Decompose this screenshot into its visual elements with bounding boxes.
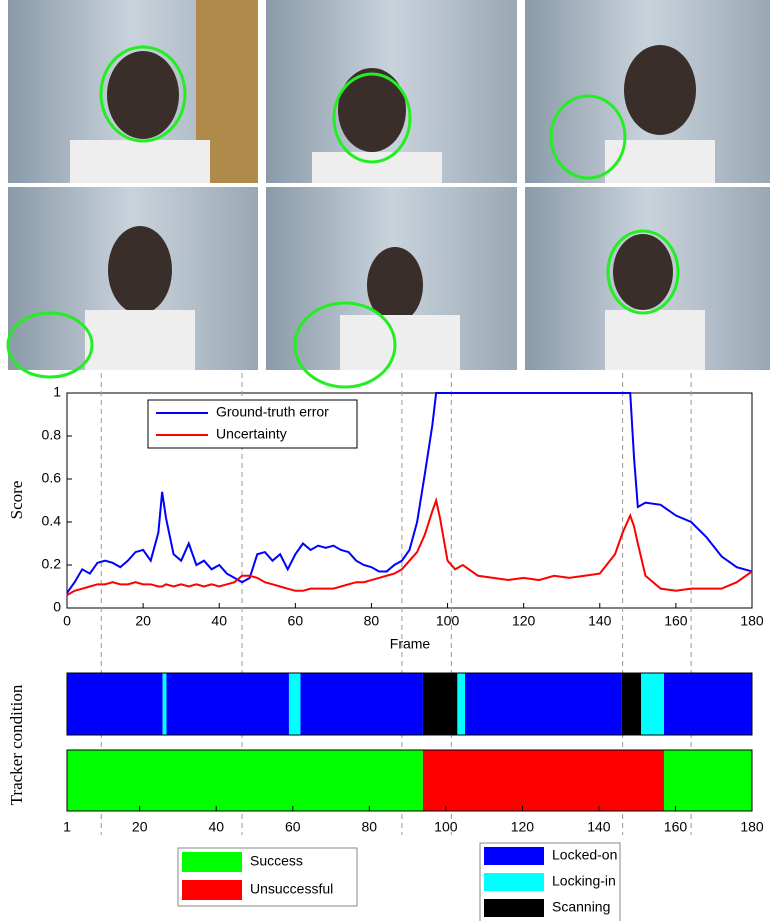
x-axis-label: Frame [390, 636, 431, 652]
legend-swatch [484, 899, 544, 917]
x-tick-label: 100 [434, 819, 458, 835]
x-tick-label: 80 [362, 819, 378, 835]
x-tick-label: 0 [63, 613, 71, 629]
x-tick-label: 60 [285, 819, 301, 835]
x-tick-label: 40 [208, 819, 224, 835]
line-series [66, 392, 753, 594]
y-tick-label: 0 [53, 599, 61, 615]
state-interval [663, 750, 752, 811]
track-ellipse [606, 229, 680, 315]
plot-frame [66, 392, 753, 609]
x-tick-label: 120 [512, 613, 536, 629]
x-tick-label: 160 [664, 819, 688, 835]
shirt [340, 315, 460, 370]
state-interval [67, 750, 423, 811]
shirt [605, 310, 705, 370]
state-interval [457, 673, 465, 735]
y-axis-label: Tracker condition [7, 684, 26, 805]
x-tick-label: 40 [211, 613, 227, 629]
head [108, 226, 172, 314]
state-interval [166, 673, 289, 735]
line-series [66, 496, 753, 596]
legend-label: Unsuccessful [250, 881, 333, 897]
x-tick-label: 120 [511, 819, 535, 835]
x-tick-label: 80 [364, 613, 380, 629]
x-tick-label: 160 [664, 613, 688, 629]
head [624, 45, 696, 135]
shirt [70, 140, 210, 183]
legend-swatch [182, 852, 242, 872]
state-interval [641, 673, 664, 735]
x-tick-label: 100 [436, 613, 460, 629]
x-tick-label: 20 [135, 613, 151, 629]
head [338, 68, 406, 152]
bar-frame [66, 672, 753, 736]
track-ellipse [549, 94, 627, 180]
legend-label: Uncertainty [216, 426, 287, 442]
y-tick-label: 0.8 [42, 427, 62, 443]
track-ellipse [332, 72, 412, 164]
state-interval [464, 673, 622, 735]
head [367, 247, 423, 323]
shirt [605, 140, 715, 183]
x-tick-label: 60 [288, 613, 304, 629]
y-tick-label: 0.2 [42, 556, 62, 572]
x-tick-label: 140 [587, 819, 611, 835]
state-interval [67, 673, 163, 735]
x-tick-label: 1 [63, 819, 71, 835]
legend-swatch [484, 847, 544, 865]
y-axis-label: Score [7, 481, 26, 520]
head [107, 51, 179, 139]
track-ellipse [6, 311, 94, 379]
shirt [312, 152, 442, 183]
legend-label: Ground-truth error [216, 404, 329, 420]
x-tick-label: 180 [740, 819, 764, 835]
bar-frame [66, 749, 753, 812]
state-interval [621, 673, 642, 735]
legend-swatch [182, 880, 242, 900]
x-tick-label: 20 [132, 819, 148, 835]
legend-swatch [484, 873, 544, 891]
x-tick-label: 180 [740, 613, 764, 629]
x-tick-label: 140 [588, 613, 612, 629]
state-interval [300, 673, 423, 735]
y-tick-label: 1 [53, 384, 61, 400]
state-interval [663, 673, 752, 735]
head [613, 234, 673, 310]
y-tick-label: 0.6 [42, 470, 62, 486]
photos [6, 0, 770, 389]
legend-label: Locking-in [552, 873, 616, 889]
legend-label: Locked-on [552, 847, 617, 863]
legend-box [147, 399, 358, 449]
shirt [85, 310, 195, 370]
legend-label: Scanning [552, 899, 610, 915]
state-interval [288, 673, 301, 735]
state-interval [162, 673, 167, 735]
y-tick-label: 0.4 [42, 513, 62, 529]
track-ellipse [99, 45, 187, 143]
legend-label: Success [250, 853, 303, 869]
state-interval [422, 750, 664, 811]
state-interval [422, 673, 458, 735]
track-ellipse [293, 301, 397, 389]
